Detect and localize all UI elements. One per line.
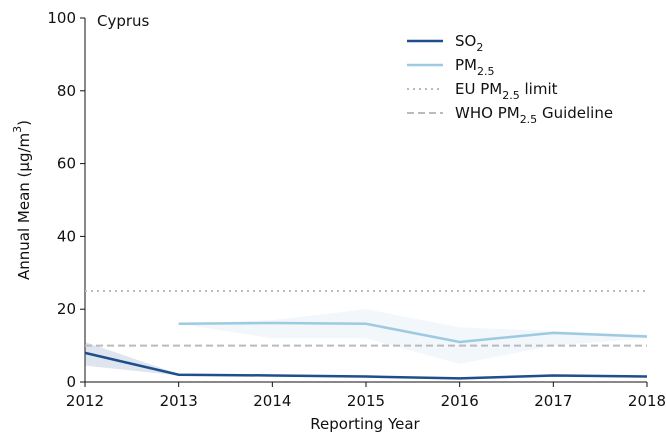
x-tick-label: 2015 xyxy=(347,392,385,410)
series-line xyxy=(178,321,648,344)
y-tick-label: 80 xyxy=(57,81,76,99)
x-tick-label: 2014 xyxy=(253,392,291,410)
y-axis-label: Annual Mean (μg/m3) xyxy=(11,120,33,280)
y-tick-label: 40 xyxy=(57,227,76,245)
x-tick-label: 2016 xyxy=(441,392,479,410)
y-tick-label: 100 xyxy=(47,9,76,27)
x-tick-label: 2018 xyxy=(628,392,666,410)
y-tick-label: 60 xyxy=(57,154,76,172)
legend-label: EU PM2.5 limit xyxy=(455,80,558,102)
series-line xyxy=(84,351,648,380)
y-tick-label: 0 xyxy=(66,373,76,391)
x-tick-label: 2017 xyxy=(534,392,572,410)
legend-label: WHO PM2.5 Guideline xyxy=(455,104,613,126)
x-axis-label: Reporting Year xyxy=(310,415,420,433)
confidence-band xyxy=(178,309,647,364)
legend-label: SO2 xyxy=(455,32,483,54)
annotation: Cyprus xyxy=(97,12,150,30)
x-tick-label: 2013 xyxy=(160,392,198,410)
x-tick-label: 2012 xyxy=(66,392,104,410)
y-tick-label: 20 xyxy=(57,300,76,318)
legend-label: PM2.5 xyxy=(455,56,495,78)
